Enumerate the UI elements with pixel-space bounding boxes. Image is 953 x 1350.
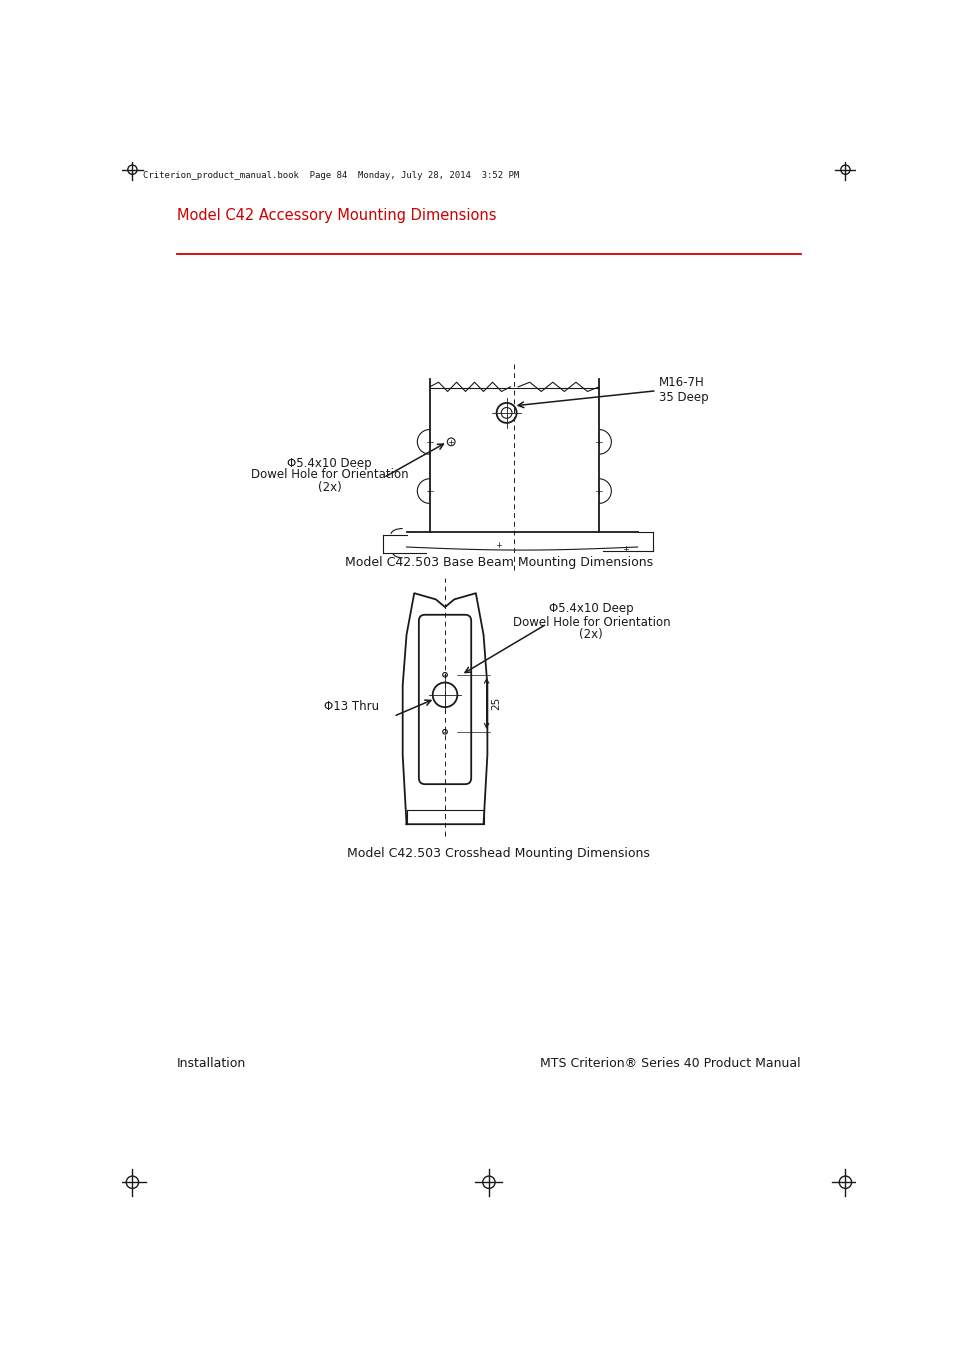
Text: MTS Criterion® Series 40 Product Manual: MTS Criterion® Series 40 Product Manual — [539, 1057, 800, 1069]
Text: (2x): (2x) — [317, 481, 341, 494]
Text: M16-7H: M16-7H — [659, 377, 704, 389]
Text: Model C42.503 Base Beam Mounting Dimensions: Model C42.503 Base Beam Mounting Dimensi… — [345, 556, 652, 570]
Text: 25: 25 — [491, 697, 500, 710]
Text: Dowel Hole for Orientation: Dowel Hole for Orientation — [512, 616, 669, 629]
Text: Φ5.4x10 Deep: Φ5.4x10 Deep — [287, 456, 372, 470]
Text: 35 Deep: 35 Deep — [659, 392, 708, 405]
Text: Criterion_product_manual.book  Page 84  Monday, July 28, 2014  3:52 PM: Criterion_product_manual.book Page 84 Mo… — [143, 171, 518, 181]
Text: (2x): (2x) — [578, 628, 602, 641]
Text: Model C42.503 Crosshead Mounting Dimensions: Model C42.503 Crosshead Mounting Dimensi… — [347, 848, 650, 860]
Text: Dowel Hole for Orientation: Dowel Hole for Orientation — [251, 468, 408, 482]
Text: Φ13 Thru: Φ13 Thru — [323, 701, 378, 713]
Text: Φ5.4x10 Deep: Φ5.4x10 Deep — [548, 602, 633, 616]
Text: Model C42 Accessory Mounting Dimensions: Model C42 Accessory Mounting Dimensions — [177, 208, 497, 223]
Text: Installation: Installation — [177, 1057, 246, 1069]
